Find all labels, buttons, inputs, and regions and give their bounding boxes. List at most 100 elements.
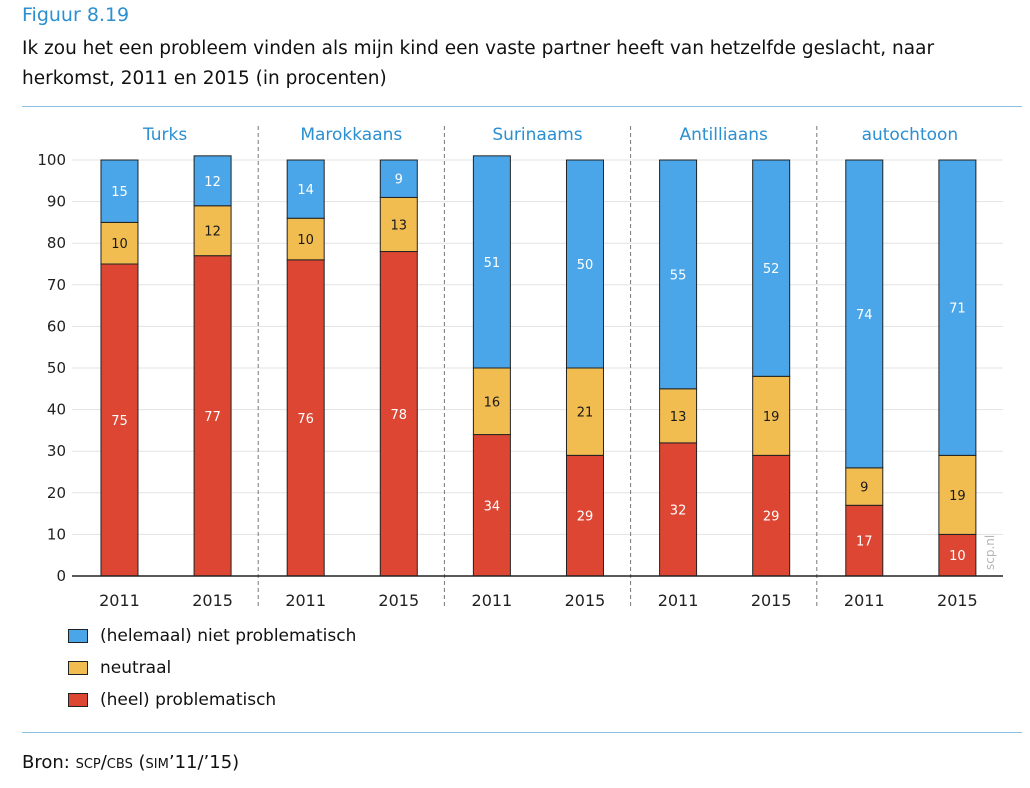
y-tick-label: 0 — [56, 567, 66, 585]
bar-segment — [752, 159, 791, 377]
bar-segment — [659, 159, 698, 390]
bottom-rule — [22, 732, 1022, 733]
y-tick-label: 100 — [37, 151, 66, 169]
y-tick-label: 20 — [47, 484, 66, 502]
data-label: 10 — [949, 549, 966, 564]
data-label: 10 — [111, 237, 128, 252]
data-label: 55 — [670, 268, 687, 283]
bar-segment — [193, 155, 232, 207]
bar-segment — [100, 159, 139, 223]
figure-label: Figuur 8.19 — [22, 4, 130, 26]
legend-label: neutraal — [100, 658, 172, 678]
group-label: Antilliaans — [679, 125, 768, 145]
legend-swatch-yellow — [68, 661, 88, 675]
data-label: 74 — [856, 308, 873, 323]
data-label: 12 — [204, 225, 221, 240]
x-tick-label: 2011 — [658, 591, 699, 610]
data-label: 14 — [297, 183, 314, 198]
bar-segment — [845, 159, 884, 469]
y-tick-label: 30 — [47, 442, 66, 460]
data-label: 77 — [204, 410, 221, 425]
data-label: 29 — [763, 510, 780, 525]
data-label: 76 — [297, 412, 314, 427]
bar-segment — [379, 196, 418, 253]
data-label: 10 — [297, 233, 314, 248]
data-label: 71 — [949, 302, 966, 317]
bar-segment — [193, 255, 232, 577]
bar-segment — [472, 155, 511, 369]
top-rule — [22, 106, 1022, 107]
data-label: 78 — [391, 408, 408, 423]
source-prefix: Bron: — [22, 752, 76, 773]
y-tick-label: 70 — [47, 276, 66, 294]
data-label: 19 — [949, 489, 966, 504]
data-label: 29 — [577, 510, 594, 525]
source-text: scp/cbs (sim’11/’15) — [75, 752, 240, 773]
bar-segment — [565, 367, 604, 456]
legend-label: (heel) problematisch — [100, 690, 277, 710]
stacked-bar-chart: 0 10 20 30 40 50 60 70 80 90 100 Turks Marokkaans Sur… — [37, 125, 1003, 610]
y-tick-label: 90 — [47, 193, 66, 211]
data-label: 17 — [856, 535, 873, 550]
legend-label: (helemaal) niet problematisch — [100, 626, 357, 646]
data-label: 50 — [577, 258, 594, 273]
bar-segment — [379, 251, 418, 577]
bar-segment — [472, 367, 511, 436]
x-tick-label: 2011 — [285, 591, 326, 610]
bar-segment — [565, 159, 604, 369]
data-label: 15 — [111, 185, 128, 200]
data-label: 19 — [763, 410, 780, 425]
legend: (helemaal) niet problematisch neutraal (… — [68, 620, 356, 716]
bar-segment — [938, 533, 977, 577]
data-label: 75 — [111, 414, 128, 429]
data-label: 13 — [670, 410, 687, 425]
x-tick-label: 2015 — [378, 591, 419, 610]
source-note: Bron: scp/cbs (sim’11/’15) — [22, 752, 239, 773]
group-label: Surinaams — [492, 125, 582, 145]
bar-segment — [938, 454, 977, 535]
bar-segment — [472, 434, 511, 577]
group-label: Turks — [142, 125, 187, 145]
watermark: scp.nl — [983, 535, 997, 570]
data-label: 21 — [577, 406, 594, 421]
data-label: 9 — [860, 481, 868, 496]
data-label: 52 — [763, 262, 780, 277]
x-tick-label: 2015 — [192, 591, 233, 610]
data-label: 51 — [484, 256, 501, 271]
chart-title: Ik zou het een probleem vinden als mijn … — [22, 38, 935, 89]
y-tick-label: 10 — [47, 525, 66, 543]
bar-segment — [845, 467, 884, 506]
data-label: 32 — [670, 503, 687, 518]
legend-swatch-red — [68, 693, 88, 707]
bar-segment — [659, 388, 698, 444]
legend-swatch-blue — [68, 629, 88, 643]
x-tick-label: 2011 — [472, 591, 513, 610]
x-tick-label: 2015 — [937, 591, 978, 610]
x-tick-label: 2011 — [99, 591, 140, 610]
group-label: autochtoon — [862, 125, 959, 145]
y-tick-label: 60 — [47, 317, 66, 335]
data-label: 16 — [484, 395, 501, 410]
x-tick-label: 2015 — [565, 591, 606, 610]
y-tick-label: 80 — [47, 234, 66, 252]
bar-segment — [938, 159, 977, 456]
legend-item-neutral: neutraal — [68, 652, 356, 684]
x-tick-label: 2011 — [844, 591, 885, 610]
y-tick-label: 50 — [47, 359, 66, 377]
group-label: Marokkaans — [300, 125, 402, 145]
bar-segment — [286, 159, 325, 219]
x-tick-label: 2015 — [751, 591, 792, 610]
bar-segment — [193, 205, 232, 257]
data-label: 13 — [391, 218, 408, 233]
bar-segment — [100, 263, 139, 577]
bar-segment — [286, 217, 325, 261]
data-label: 9 — [395, 173, 403, 188]
y-tick-label: 40 — [47, 401, 66, 419]
bar-segment — [379, 159, 418, 198]
legend-item-problematic: (heel) problematisch — [68, 684, 356, 716]
bar-segment — [659, 442, 698, 577]
bar-segment — [752, 375, 791, 456]
data-label: 34 — [484, 499, 501, 514]
legend-item-not-problematic: (helemaal) niet problematisch — [68, 620, 356, 652]
bar-segment — [752, 454, 791, 577]
